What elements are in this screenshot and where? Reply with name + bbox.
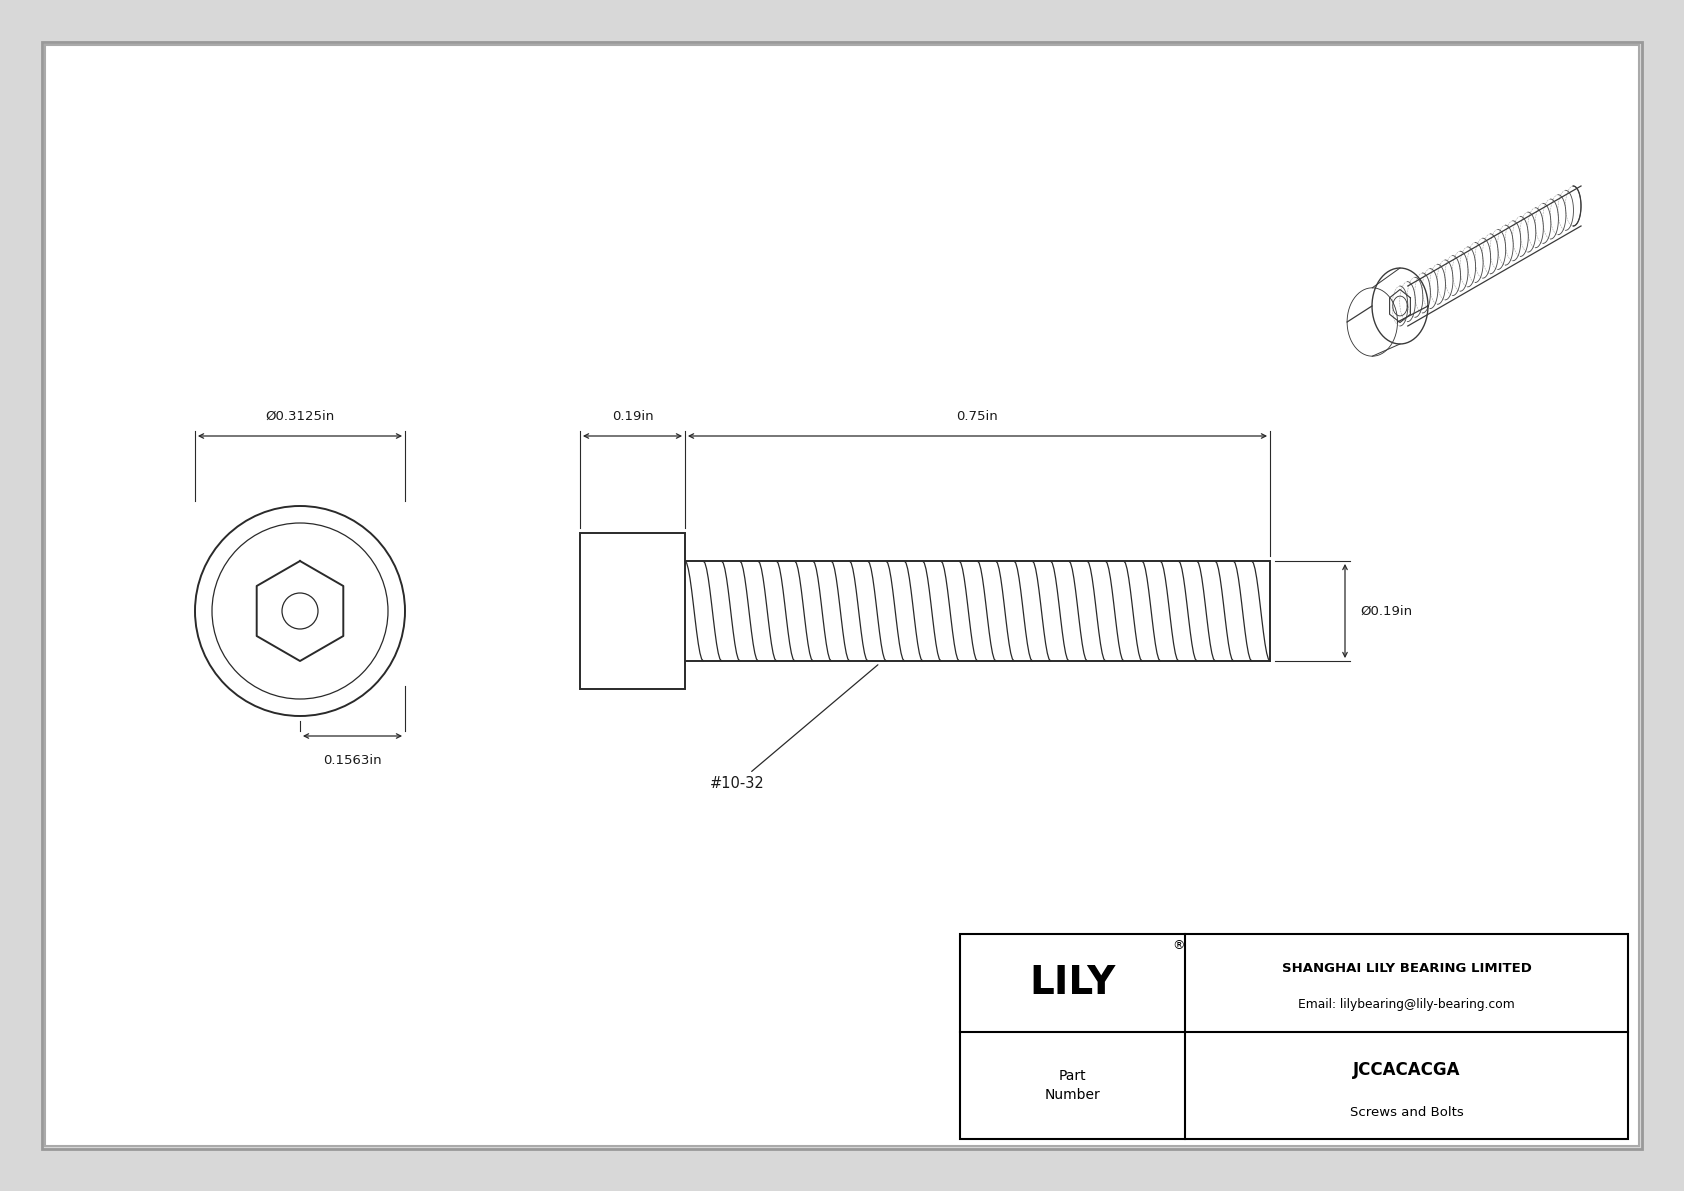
Text: Ø0.19in: Ø0.19in — [1361, 605, 1413, 617]
Text: 0.75in: 0.75in — [957, 410, 999, 423]
Text: Ø0.3125in: Ø0.3125in — [266, 410, 335, 423]
Text: 0.1563in: 0.1563in — [323, 754, 382, 767]
Text: Email: lilybearing@lily-bearing.com: Email: lilybearing@lily-bearing.com — [1298, 998, 1516, 1011]
Text: JCCACACGA: JCCACACGA — [1352, 1061, 1460, 1079]
Text: #10-32: #10-32 — [711, 665, 877, 791]
Text: 0.19in: 0.19in — [611, 410, 653, 423]
Text: LILY: LILY — [1029, 965, 1115, 1002]
FancyBboxPatch shape — [960, 934, 1628, 1139]
Bar — [579, 534, 685, 690]
FancyBboxPatch shape — [45, 45, 1639, 1146]
Text: Screws and Bolts: Screws and Bolts — [1349, 1106, 1463, 1118]
Text: Part
Number: Part Number — [1044, 1070, 1100, 1102]
Text: ®: ® — [1172, 940, 1184, 953]
Text: SHANGHAI LILY BEARING LIMITED: SHANGHAI LILY BEARING LIMITED — [1282, 962, 1531, 975]
